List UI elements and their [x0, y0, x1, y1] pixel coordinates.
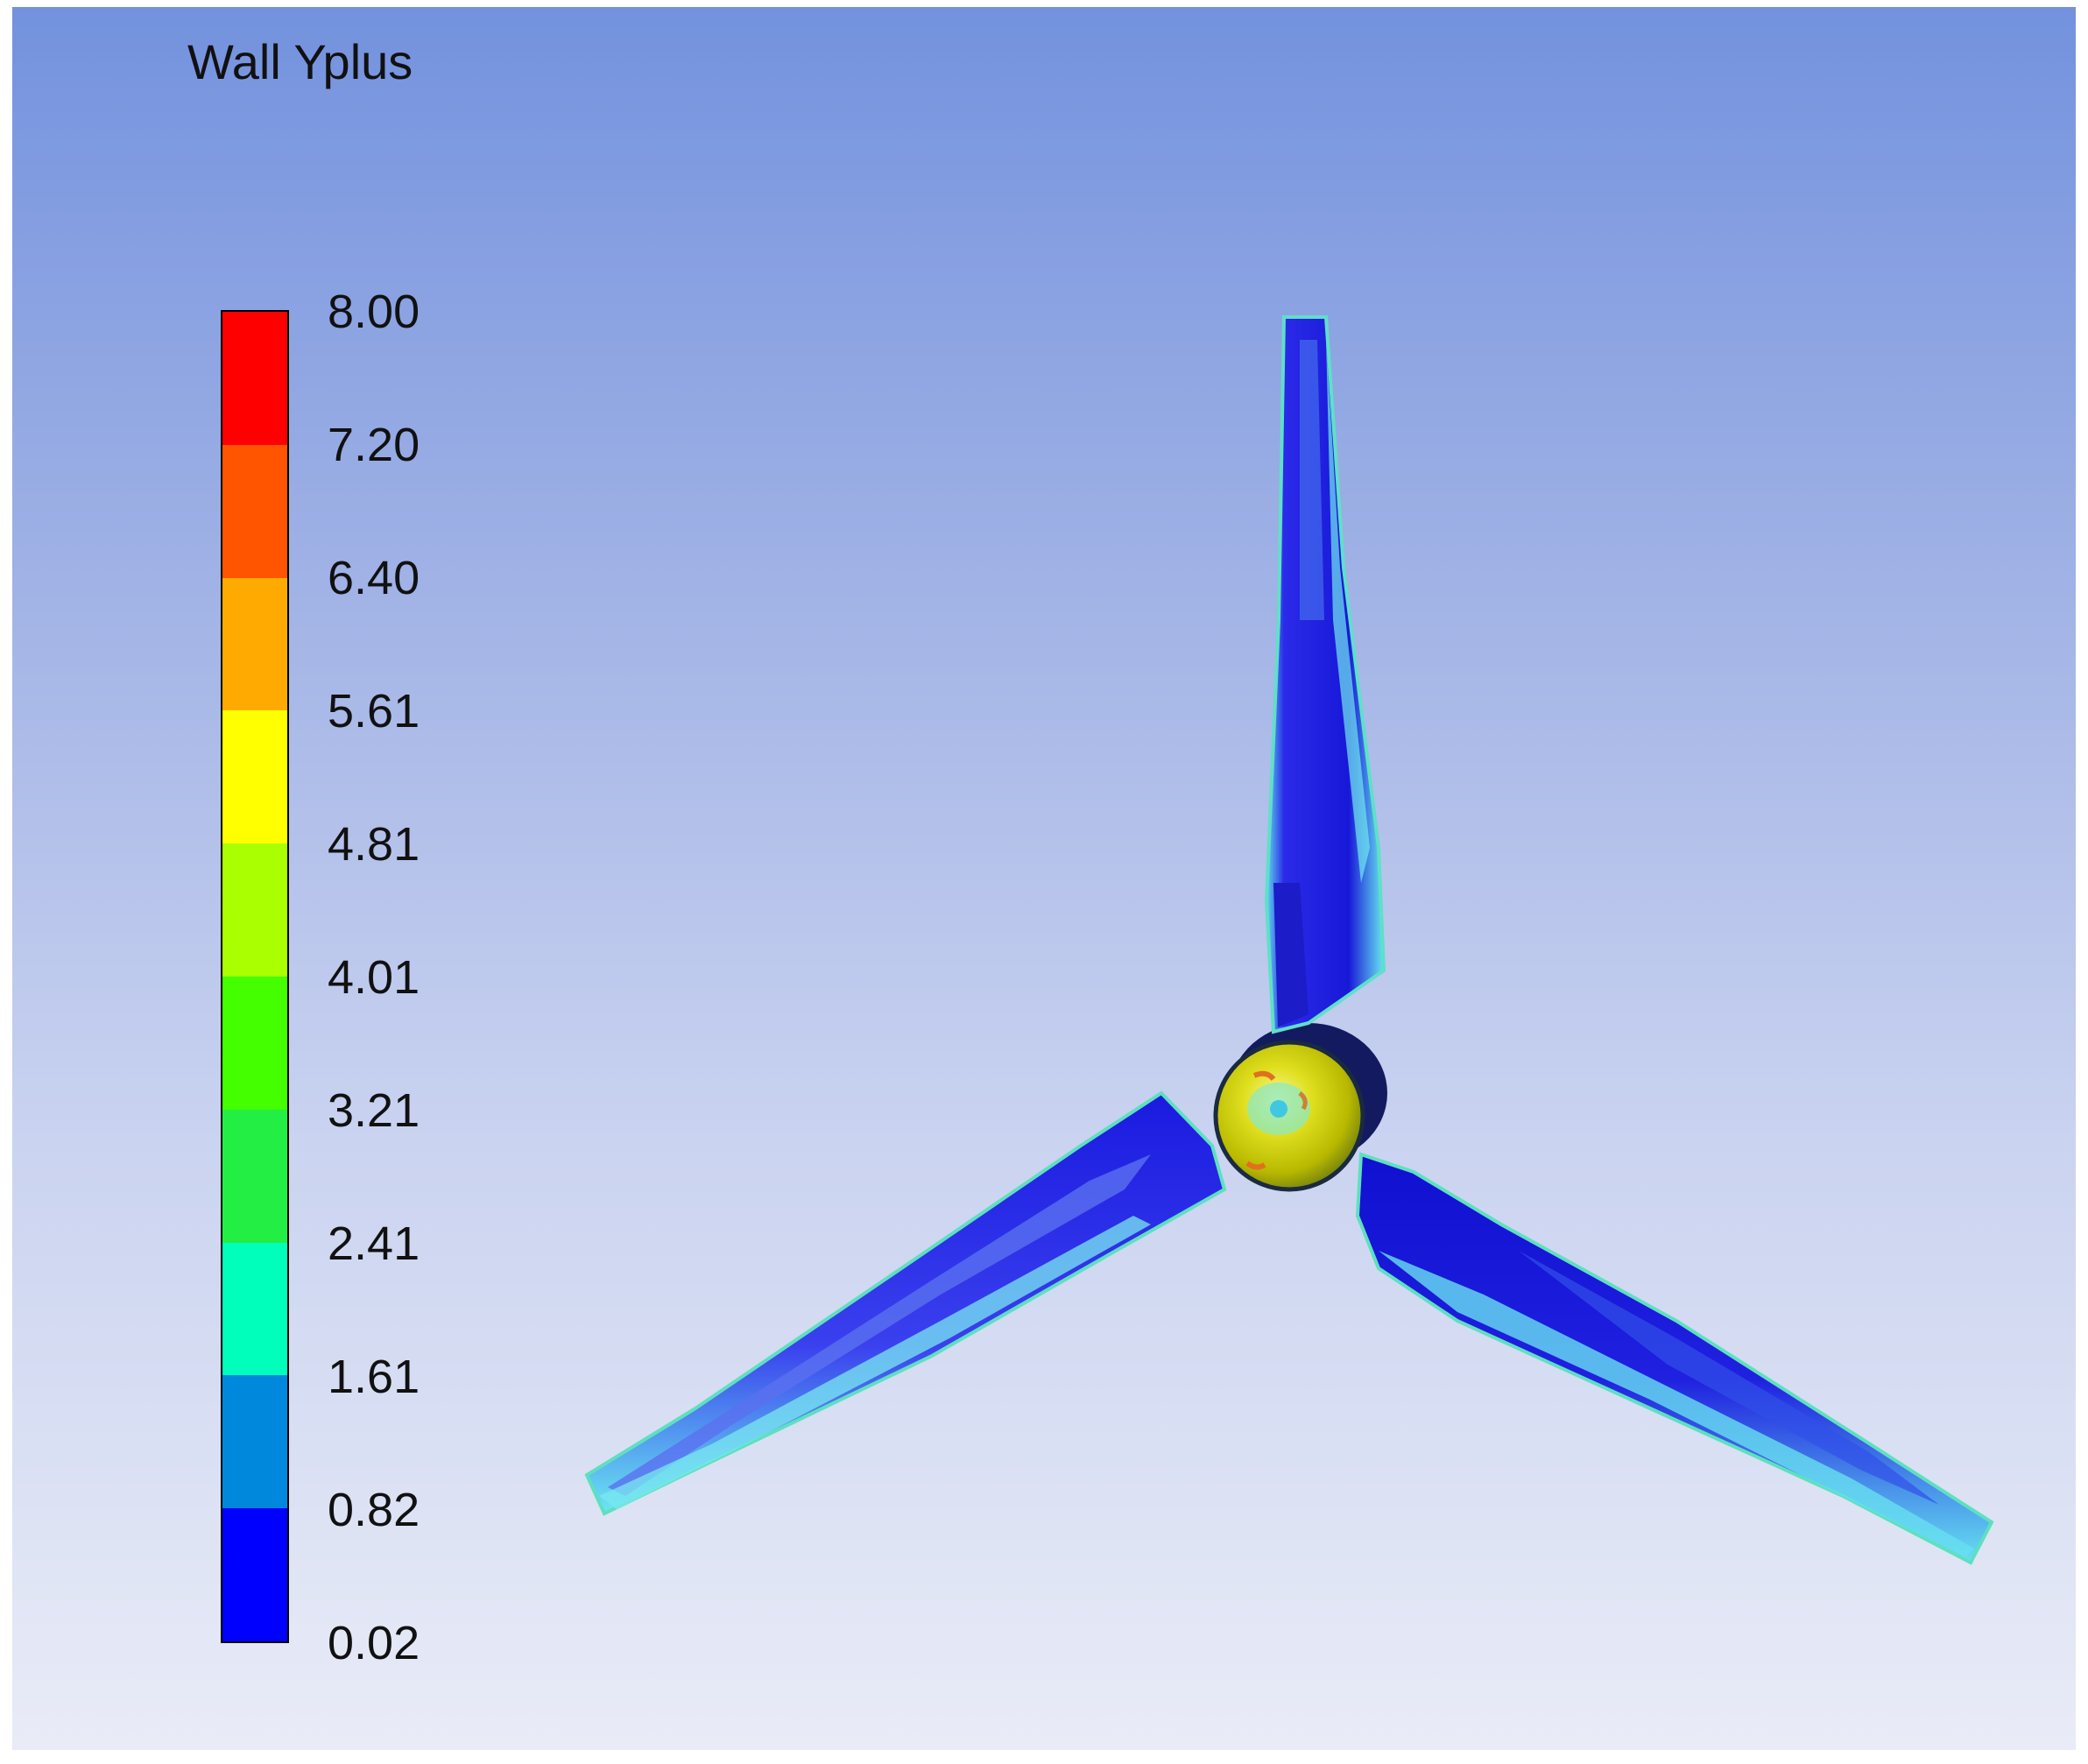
- color-band: [222, 710, 287, 844]
- blade-right: [1355, 1152, 1994, 1565]
- color-band: [222, 1375, 287, 1509]
- tick-label: 8.00: [328, 286, 420, 338]
- blade-top: [1264, 315, 1386, 1034]
- color-band: [222, 843, 287, 977]
- render-viewport: Wall Yplus 8.00 7.20 6.40 5.61 4.81 4.01…: [12, 7, 2076, 1750]
- legend-title: Wall Yplus: [187, 34, 413, 89]
- color-band: [222, 444, 287, 578]
- color-band: [222, 312, 287, 445]
- tick-label: 5.61: [328, 685, 420, 737]
- tick-label: 7.20: [328, 419, 420, 471]
- tick-label: 3.21: [328, 1084, 420, 1137]
- color-band: [222, 1109, 287, 1243]
- tick-label: 1.61: [328, 1351, 420, 1403]
- tick-label: 0.82: [328, 1484, 420, 1536]
- blade-left: [584, 1090, 1227, 1516]
- tick-label: 2.41: [328, 1217, 420, 1270]
- color-band: [222, 1508, 287, 1641]
- tick-label: 4.81: [328, 818, 420, 871]
- color-band: [222, 1242, 287, 1376]
- hub: [1213, 1040, 1365, 1192]
- tick-labels: 8.00 7.20 6.40 5.61 4.81 4.01 3.21 2.41 …: [328, 7, 503, 1750]
- color-band: [222, 976, 287, 1110]
- color-bar: [221, 310, 289, 1643]
- tick-label: 4.01: [328, 951, 420, 1004]
- tick-label: 6.40: [328, 552, 420, 604]
- tick-label: 0.02: [328, 1617, 420, 1669]
- wind-turbine-render: [584, 315, 1994, 1565]
- color-band: [222, 577, 287, 711]
